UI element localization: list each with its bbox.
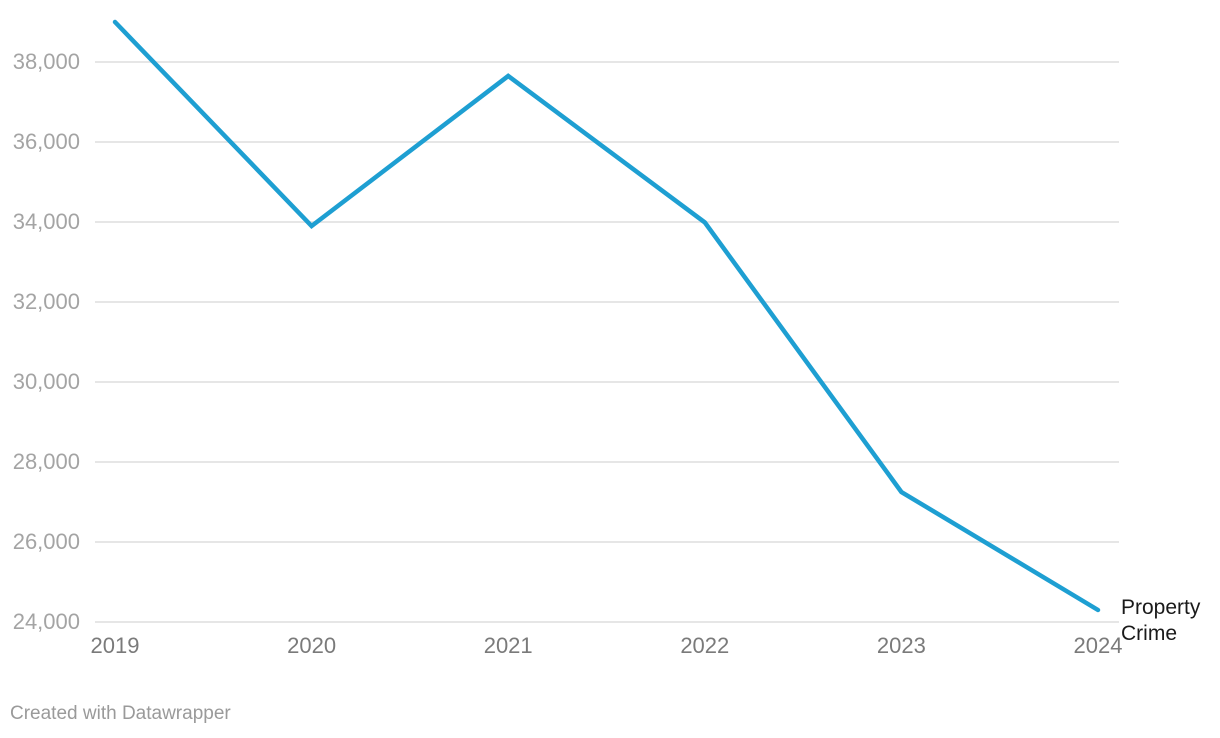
gridline <box>95 301 1119 303</box>
gridline <box>95 541 1119 543</box>
y-axis-tick-label: 36,000 <box>12 129 80 154</box>
x-axis-tick-label: 2023 <box>876 633 926 658</box>
y-axis-tick-label: 26,000 <box>12 529 80 554</box>
y-axis-tick-label: 34,000 <box>12 209 80 234</box>
y-axis-tick-label: 32,000 <box>12 289 80 314</box>
y-axis-tick-label: 30,000 <box>12 369 80 394</box>
gridline <box>95 61 1119 63</box>
x-axis-tick-label: 2020 <box>287 633 337 658</box>
gridline <box>95 141 1119 143</box>
gridline <box>95 221 1119 223</box>
x-axis-tick-label: 2019 <box>90 633 140 658</box>
attribution-text: Created with Datawrapper <box>10 703 231 724</box>
gridline <box>95 381 1119 383</box>
x-axis-tick-label: 2021 <box>483 633 533 658</box>
gridline <box>95 461 1119 463</box>
series-label-line2: Crime <box>1121 622 1177 645</box>
y-axis-tick-label: 24,000 <box>12 609 80 634</box>
series-label: Property Crime <box>1121 595 1200 647</box>
y-axis-tick-label: 28,000 <box>12 449 80 474</box>
x-axis-tick-label: 2024 <box>1073 633 1123 658</box>
x-axis-tick-label: 2022 <box>680 633 730 658</box>
series-label-line1: Property <box>1121 596 1201 619</box>
property-crime-line <box>112 19 1101 613</box>
y-axis-tick-label: 38,000 <box>12 49 80 74</box>
gridline <box>95 621 1119 623</box>
